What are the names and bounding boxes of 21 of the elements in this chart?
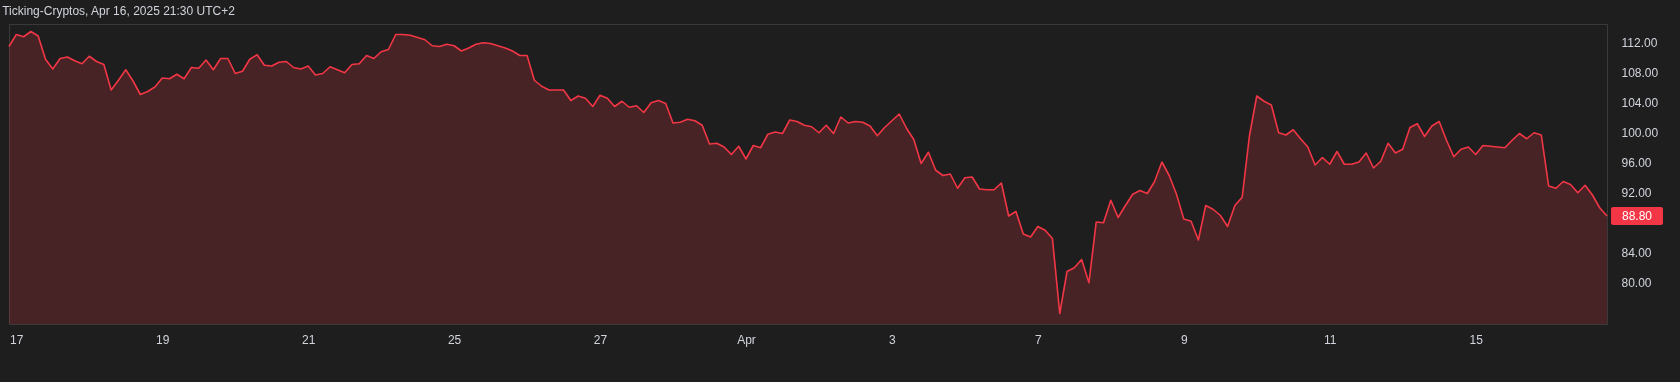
y-tick-label: 100.00 bbox=[1621, 125, 1659, 140]
x-tick-label: 7 bbox=[1035, 332, 1043, 347]
x-tick-label: 11 bbox=[1323, 332, 1337, 347]
x-tick-label: 19 bbox=[156, 332, 170, 347]
x-tick-label: 25 bbox=[447, 332, 462, 347]
x-tick-label: 17 bbox=[10, 332, 24, 347]
x-tick-label: 9 bbox=[1180, 332, 1188, 347]
y-tick-label: 108.00 bbox=[1621, 65, 1659, 80]
x-tick-label: Apr bbox=[737, 332, 756, 347]
x-tick-label: 15 bbox=[1469, 332, 1484, 347]
x-tick-label: 27 bbox=[593, 332, 608, 347]
chart-title: Ticking-Cryptos, Apr 16, 2025 21:30 UTC+2 bbox=[2, 4, 236, 18]
y-tick-label: 92.00 bbox=[1621, 185, 1652, 200]
y-tick-label: 104.00 bbox=[1621, 95, 1659, 110]
y-tick-label: 80.00 bbox=[1621, 275, 1652, 290]
text: 88.80 bbox=[1621, 209, 1653, 223]
y-tick-label: 96.00 bbox=[1621, 155, 1652, 170]
y-tick-label: 84.00 bbox=[1621, 245, 1652, 260]
x-tick-label: 21 bbox=[301, 332, 316, 347]
x-tick-label: 3 bbox=[889, 332, 897, 347]
y-tick-label: 112.00 bbox=[1621, 35, 1658, 50]
